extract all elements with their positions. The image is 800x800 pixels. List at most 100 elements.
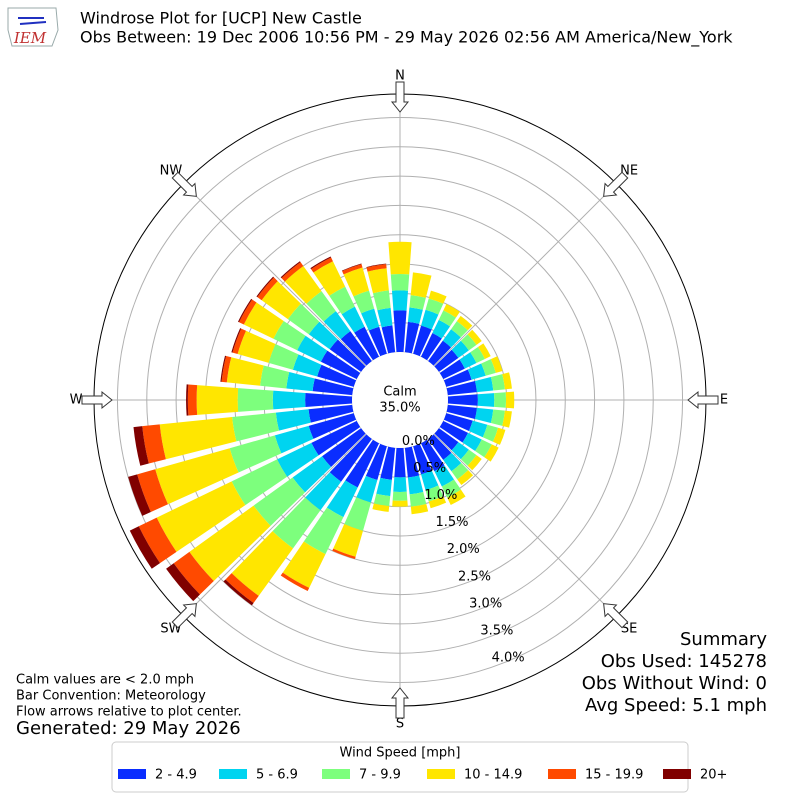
- bar-segment: [439, 359, 465, 380]
- bar-segment: [311, 420, 361, 456]
- bar-segment: [133, 426, 149, 466]
- bar-segment: [196, 385, 239, 415]
- bar-segment: [494, 392, 507, 408]
- bar-segment: [281, 262, 304, 282]
- bar-segment: [367, 268, 389, 294]
- bar-segment: [303, 507, 344, 555]
- flow-arrow: [603, 603, 629, 629]
- bar-segment: [446, 404, 477, 419]
- bar-segment: [407, 475, 424, 495]
- bar-segment: [372, 290, 391, 311]
- bar-segment: [425, 485, 444, 502]
- bar-segment: [474, 407, 494, 423]
- flow-arrow: [171, 171, 197, 197]
- bar-segment: [156, 481, 246, 552]
- bar-segment: [443, 303, 460, 318]
- bar-segment: [410, 503, 429, 515]
- bar-segment: [317, 364, 357, 387]
- bar-segment: [420, 439, 445, 472]
- bar-segment: [333, 524, 363, 557]
- bar-segment: [413, 325, 432, 357]
- bar-segment: [443, 452, 462, 472]
- bar-segment: [428, 340, 452, 366]
- bar-segment: [356, 475, 378, 503]
- bar-segment: [428, 434, 452, 460]
- bar-segment: [129, 526, 161, 569]
- bar-segment: [392, 500, 408, 507]
- bar-segment: [284, 265, 322, 304]
- bar-segment: [459, 352, 477, 369]
- bar-segment: [478, 343, 491, 359]
- bar-segment: [237, 388, 274, 412]
- bar-segment: [243, 302, 284, 339]
- bar-segment: [434, 465, 455, 487]
- bar-segment: [409, 492, 427, 507]
- bar-segment: [425, 298, 444, 315]
- bar-segment: [404, 446, 420, 478]
- bar-segment: [372, 503, 390, 512]
- bar-segment: [221, 356, 232, 383]
- bar-segment: [229, 435, 282, 473]
- bar-segment: [128, 474, 151, 516]
- generated: Generated: 29 May 2026: [16, 718, 241, 739]
- bar-segment: [428, 290, 447, 304]
- flow-arrow: [687, 390, 719, 410]
- bar-segment: [462, 432, 482, 452]
- bar-segment: [292, 354, 322, 377]
- flow-arrow: [603, 171, 629, 197]
- bar-segment: [341, 306, 365, 333]
- bar-segment: [390, 274, 410, 291]
- bar-segment: [391, 290, 409, 311]
- bar-segment: [345, 439, 380, 488]
- bar-segment: [137, 469, 168, 512]
- bar-segment: [475, 439, 492, 458]
- bar-segment: [481, 359, 496, 376]
- bar-segment: [447, 489, 466, 505]
- r-tick-label: 3.0%: [469, 596, 502, 611]
- legend-label: 15 - 19.9: [585, 768, 643, 783]
- legend-label: 10 - 14.9: [464, 768, 522, 783]
- bar-segment: [341, 263, 362, 272]
- bar-segment: [366, 264, 387, 272]
- bar-segment: [451, 321, 468, 338]
- r-tick-label: 0.5%: [413, 461, 446, 476]
- bar-segment: [173, 551, 214, 595]
- bar-segment: [407, 307, 423, 324]
- legend-box: [111, 741, 689, 793]
- bar-segment: [232, 328, 247, 355]
- legend-swatch: [548, 769, 576, 779]
- bar-segment: [273, 320, 306, 351]
- grid-spoke: [433, 433, 617, 617]
- legend-label: 20+: [700, 768, 727, 783]
- bar-segment: [474, 377, 494, 393]
- bar-segment: [376, 477, 392, 497]
- bar-segment: [310, 256, 332, 270]
- legend-swatch: [118, 769, 146, 779]
- bar-segment: [438, 310, 456, 327]
- bar-segment: [477, 393, 495, 407]
- bar-segment: [420, 333, 442, 361]
- bar-segment: [280, 572, 310, 592]
- bar-segment: [404, 321, 420, 354]
- bar-segment: [292, 456, 332, 493]
- bar-segment: [297, 335, 328, 362]
- bar-segment: [460, 334, 477, 351]
- bar-segment: [421, 309, 439, 330]
- flow-arrow: [390, 687, 410, 719]
- bar-segment: [393, 310, 407, 353]
- bar-segment: [186, 384, 189, 416]
- grid-spoke: [183, 433, 367, 617]
- bar-segment: [220, 355, 227, 382]
- bar-segment: [505, 391, 515, 409]
- bar-segment: [159, 417, 237, 460]
- summary-line: Avg Speed: 5.1 mph: [585, 695, 767, 716]
- r-tick-label: 2.5%: [458, 569, 491, 584]
- bar-segment: [434, 428, 459, 451]
- bar-segment: [275, 409, 311, 431]
- note: Bar Convention: Meteorology: [16, 689, 206, 704]
- bar-segment: [329, 339, 366, 372]
- r-tick-label: 3.5%: [480, 623, 513, 638]
- bar-segment: [381, 325, 396, 354]
- bar-segment: [441, 479, 461, 498]
- bar-segment: [253, 477, 306, 526]
